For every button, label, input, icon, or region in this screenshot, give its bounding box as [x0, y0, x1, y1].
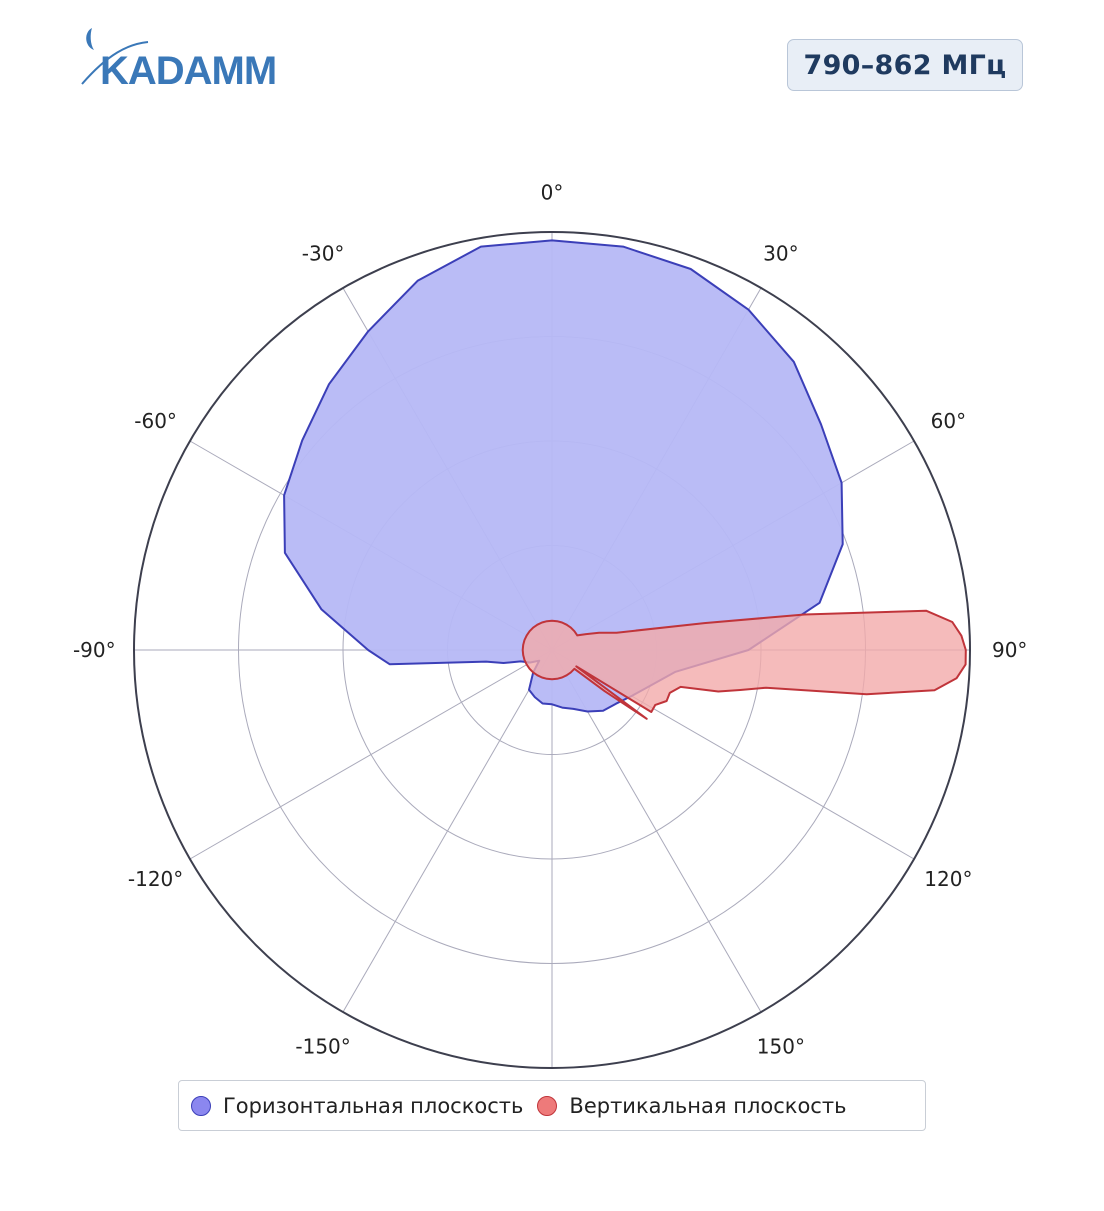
angular-gridline-240 [189, 649, 553, 860]
logo-leaf-icon [86, 28, 94, 50]
angular-tick-label: 0° [541, 180, 564, 204]
legend-item-vertical[interactable]: Вертикальная плоскость [537, 1094, 846, 1118]
angular-tick-label: 60° [931, 409, 966, 433]
angular-tick-label: -90° [73, 638, 116, 662]
angular-gridline-210 [342, 649, 553, 1013]
outer-ring-layer [133, 231, 971, 1069]
legend-label-horizontal: Горизонтальная плоскость [223, 1093, 524, 1118]
angular-tick-label: -120° [128, 867, 183, 891]
logo-swoosh-icon [81, 41, 149, 85]
legend-swatch-horizontal [191, 1095, 211, 1116]
angular-tick-label: 30° [763, 242, 798, 266]
angular-tick-label: -60° [134, 409, 177, 433]
angular-tick-label: 150° [757, 1034, 805, 1058]
angular-tick-label: 120° [924, 867, 972, 891]
logo-wordmark: KADAMM [100, 49, 276, 92]
angular-tick-labels: 0° 30° 60° 90° 120° 150° -150° -120° -90° -60° -30… [73, 180, 1027, 1058]
kadamm-logo: KADAMM [81, 28, 277, 92]
legend-item-horizontal[interactable]: Горизонтальная плоскость [191, 1094, 523, 1118]
series-trace-horizontal [283, 239, 844, 713]
angular-tick-label: -30° [302, 242, 345, 266]
legend-swatch-vertical [537, 1095, 558, 1116]
chart-legend: Горизонтальная плоскость Вертикальная пл… [178, 1080, 926, 1131]
legend-label-vertical: Вертикальная плоскость [569, 1093, 847, 1118]
frequency-band-badge: 790–862 МГц [787, 39, 1023, 91]
series-layer [283, 239, 967, 720]
angular-tick-label: 90° [992, 638, 1027, 662]
series-trace-vertical [521, 609, 967, 720]
outer-ring [133, 231, 971, 1069]
angular-tick-label: -150° [295, 1034, 350, 1058]
frequency-band-label: 790–862 МГц [803, 49, 1007, 81]
